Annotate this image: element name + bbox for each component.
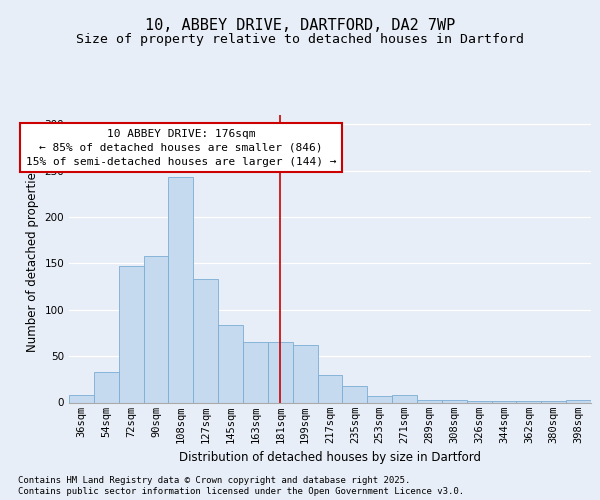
Bar (94, 372, 119, 402)
Bar (119, 266, 143, 402)
Text: Size of property relative to detached houses in Dartford: Size of property relative to detached ho… (76, 32, 524, 46)
Bar (243, 342, 268, 402)
Bar (143, 256, 169, 402)
Bar (417, 400, 442, 402)
Text: Contains HM Land Registry data © Crown copyright and database right 2025.: Contains HM Land Registry data © Crown c… (18, 476, 410, 485)
Bar (566, 400, 591, 402)
Bar (541, 400, 566, 402)
Bar (392, 395, 417, 402)
Text: Contains public sector information licensed under the Open Government Licence v3: Contains public sector information licen… (18, 488, 464, 496)
Bar (268, 342, 293, 402)
Bar (343, 386, 367, 402)
Bar (169, 177, 193, 402)
Text: 10, ABBEY DRIVE, DARTFORD, DA2 7WP: 10, ABBEY DRIVE, DARTFORD, DA2 7WP (145, 18, 455, 32)
Bar (317, 374, 343, 402)
Text: 10 ABBEY DRIVE: 176sqm
← 85% of detached houses are smaller (846)
15% of semi-de: 10 ABBEY DRIVE: 176sqm ← 85% of detached… (26, 129, 336, 167)
Bar (69, 395, 94, 402)
Bar (218, 324, 243, 402)
Y-axis label: Number of detached properties: Number of detached properties (26, 166, 39, 352)
Bar (293, 345, 317, 403)
Bar (517, 400, 541, 402)
X-axis label: Distribution of detached houses by size in Dartford: Distribution of detached houses by size … (179, 451, 481, 464)
Bar (442, 400, 467, 402)
Bar (467, 400, 491, 402)
Bar (193, 279, 218, 402)
Bar (367, 396, 392, 402)
Bar (491, 400, 517, 402)
